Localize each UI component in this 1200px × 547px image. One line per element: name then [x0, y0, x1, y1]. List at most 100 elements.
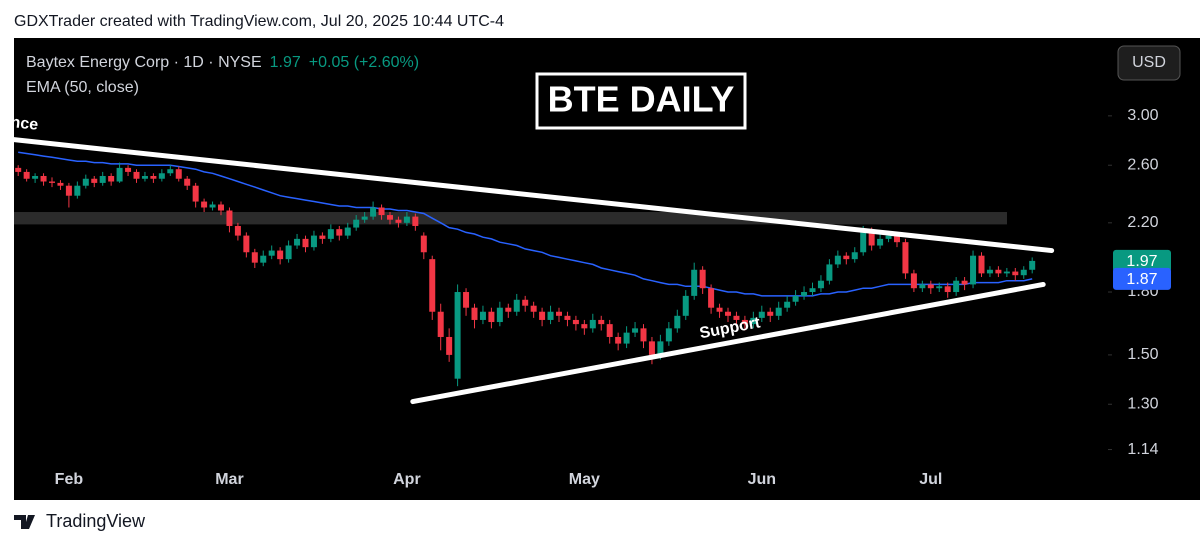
- candle-body: [260, 255, 267, 263]
- candle-body: [725, 311, 731, 316]
- candle-body: [57, 182, 64, 186]
- title-box: [535, 72, 747, 130]
- candle-body: [150, 175, 157, 179]
- candle-body: [226, 210, 233, 226]
- candle-body: [970, 255, 977, 285]
- candle-body: [285, 245, 292, 260]
- candle-body: [23, 171, 30, 179]
- candle-body: [251, 252, 258, 263]
- candle-body: [995, 269, 1002, 274]
- candle-body: [234, 225, 241, 236]
- y-tick-label: 1.14: [1127, 441, 1158, 458]
- chart-title: BTE DAILY: [548, 79, 735, 120]
- header-credit: GDXTrader created with TradingView.com, …: [14, 13, 504, 30]
- candle-body: [192, 185, 199, 202]
- candle-body: [1012, 271, 1019, 276]
- candle-body: [547, 311, 554, 320]
- candle-body: [564, 315, 571, 320]
- candle-body: [370, 207, 377, 217]
- candle-body: [513, 299, 520, 312]
- candle-body: [218, 204, 224, 211]
- candle-body: [1029, 260, 1036, 270]
- y-tick-label: 2.60: [1127, 156, 1158, 173]
- trendline: [14, 137, 1055, 254]
- candle-body: [699, 269, 706, 289]
- candle-body: [961, 280, 968, 285]
- x-tick-label: May: [569, 471, 600, 488]
- candle-body: [505, 307, 512, 312]
- candle-body: [589, 319, 596, 329]
- price-change: +0.05 (+2.60%): [309, 54, 419, 71]
- candle-body: [581, 324, 588, 329]
- price-badge: [1113, 249, 1171, 272]
- candle-body: [403, 216, 410, 223]
- currency-button[interactable]: [1117, 45, 1181, 81]
- candle-body: [978, 255, 985, 274]
- candle-body: [801, 292, 808, 296]
- candle-body: [141, 175, 148, 179]
- legend-ema: EMA (50, close): [26, 79, 139, 96]
- candle-body: [902, 242, 909, 274]
- candle-body: [927, 284, 934, 289]
- footer-brand: TradingView: [46, 511, 146, 531]
- x-tick-label: Jun: [748, 471, 776, 488]
- candle-body: [395, 219, 402, 223]
- candle-body: [353, 219, 360, 228]
- candle-body: [108, 175, 115, 182]
- candle-body: [944, 286, 951, 293]
- candle-body: [40, 175, 47, 182]
- candle-body: [488, 311, 495, 323]
- candle-body: [496, 307, 503, 323]
- candle-body: [708, 288, 715, 308]
- candle-body: [65, 185, 72, 196]
- candle-body: [74, 185, 81, 196]
- candle-body: [606, 324, 613, 337]
- price-zone: [14, 212, 1007, 225]
- candle-body: [268, 250, 275, 256]
- candle-body: [623, 332, 630, 344]
- candle-body: [792, 295, 799, 302]
- candle-body: [919, 284, 926, 289]
- candle-body: [530, 305, 537, 312]
- candle-body: [665, 328, 672, 342]
- candle-body: [834, 255, 841, 265]
- candle-body: [758, 311, 765, 318]
- candle-body: [91, 178, 98, 183]
- candle-body: [277, 250, 284, 260]
- y-tick-label: 2.20: [1127, 214, 1158, 231]
- candle-body: [454, 292, 461, 379]
- currency-label[interactable]: USD: [1132, 54, 1166, 71]
- candle-body: [539, 311, 546, 320]
- symbol: Baytex Energy Corp · 1D · NYSE: [26, 54, 262, 71]
- candle-body: [775, 307, 782, 316]
- candle-body: [412, 216, 419, 226]
- candle-body: [741, 319, 748, 325]
- candle-body: [158, 173, 165, 179]
- candle-body: [767, 311, 774, 316]
- legend-symbol: Baytex Energy Corp · 1D · NYSE 1.97 +0.05 …: [26, 54, 419, 71]
- x-tick-label: Feb: [55, 471, 84, 488]
- tradingview-logo: TradingView: [14, 511, 146, 531]
- y-tick-label: 1.50: [1127, 346, 1158, 363]
- candle-body: [894, 235, 900, 243]
- candle-body: [125, 167, 132, 172]
- candle-body: [910, 273, 917, 289]
- candle-body: [167, 169, 174, 174]
- candle-body: [319, 235, 326, 239]
- candle-body: [615, 336, 622, 344]
- x-tick-label: Mar: [215, 471, 243, 488]
- candle-body: [986, 269, 993, 274]
- last-price: 1.97: [270, 54, 301, 71]
- candle-body: [826, 264, 833, 281]
- candle-body: [885, 235, 892, 239]
- candle-body: [572, 319, 579, 325]
- candle-body: [598, 319, 605, 325]
- candle-body: [648, 341, 655, 355]
- candle-body: [657, 341, 664, 355]
- candle-body: [429, 259, 436, 312]
- candle-body: [294, 238, 301, 246]
- candle-body: [479, 311, 486, 320]
- candle-body: [860, 230, 867, 253]
- candle-body: [243, 235, 250, 253]
